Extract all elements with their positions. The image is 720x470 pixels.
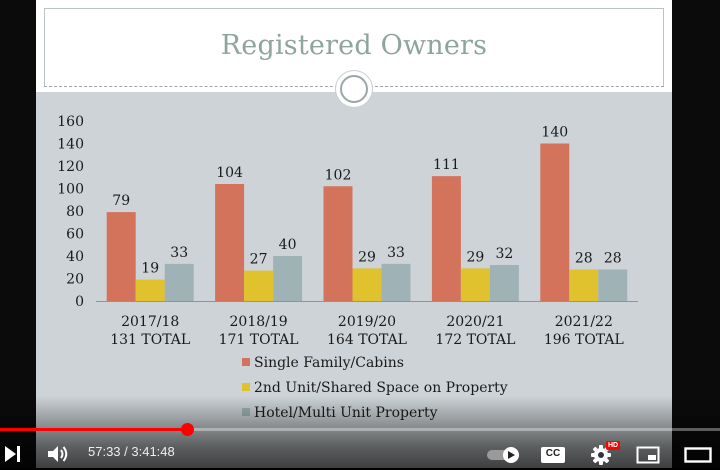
bar-value-label: 29	[466, 249, 484, 265]
autoplay-toggle-icon	[487, 447, 519, 463]
video-letterbox-right	[672, 0, 720, 468]
progress-scrubber-handle[interactable]	[180, 423, 194, 436]
bar	[244, 270, 274, 301]
y-tick-label: 60	[66, 227, 84, 243]
progress-played	[0, 428, 187, 431]
miniplayer-icon	[636, 446, 660, 464]
x-category-label: 172 TOTAL	[435, 332, 515, 348]
legend-swatch	[242, 383, 250, 391]
bar	[215, 184, 245, 301]
video-letterbox-left	[0, 0, 36, 468]
x-category-label: 164 TOTAL	[327, 332, 407, 348]
legend-label: 2nd Unit/Shared Space on Property	[254, 380, 508, 396]
bar-value-label: 79	[112, 193, 130, 209]
x-category-label: 171 TOTAL	[219, 332, 299, 348]
y-tick-label: 100	[57, 182, 84, 198]
bar	[273, 256, 303, 301]
bar-value-label: 33	[170, 245, 188, 261]
volume-icon	[48, 446, 68, 462]
settings-gear-icon	[591, 445, 611, 465]
settings-button[interactable]: HD	[589, 441, 621, 466]
ornament-ring	[340, 75, 368, 103]
y-tick-label: 160	[57, 114, 84, 130]
captions-icon	[541, 447, 565, 463]
header-circle-ornament	[336, 71, 372, 107]
bar-chart: 0 20 40 60 80 100 120 140 160 79 104 102 111 140 19 27 2…	[57, 114, 638, 421]
y-tick-label: 80	[66, 204, 84, 220]
y-tick-label: 0	[75, 294, 84, 310]
bar-value-label: 111	[433, 157, 460, 173]
legend-swatch	[242, 358, 250, 366]
next-icon	[5, 446, 20, 462]
bar	[164, 263, 194, 301]
captions-button[interactable]: CC	[540, 445, 566, 465]
theater-mode-button[interactable]	[684, 446, 712, 464]
bar-value-label: 19	[141, 261, 159, 277]
bar	[135, 279, 165, 301]
y-tick-label: 140	[57, 137, 84, 153]
volume-button[interactable]	[46, 444, 70, 464]
x-category-label: 2018/19	[230, 314, 288, 330]
x-category-label: 2019/20	[338, 314, 396, 330]
bar-value-label: 104	[216, 165, 243, 181]
bar	[598, 269, 628, 301]
bar-value-label: 102	[325, 167, 352, 183]
miniplayer-button[interactable]	[636, 446, 660, 464]
bar	[431, 176, 461, 301]
progress-bar[interactable]	[0, 423, 720, 436]
bar-value-label: 29	[358, 249, 376, 265]
slide-header: Registered Owners	[36, 0, 672, 92]
header-frame	[44, 8, 664, 86]
bar	[381, 263, 411, 301]
x-category-label: 2020/21	[446, 314, 504, 330]
legend-label: Single Family/Cabins	[254, 355, 404, 371]
y-tick-label: 120	[57, 159, 84, 175]
x-category-label: 2021/22	[555, 314, 613, 330]
slide-title: Registered Owners	[220, 30, 488, 61]
bar-value-label: 40	[279, 237, 297, 253]
next-button[interactable]	[2, 444, 24, 464]
bar	[323, 186, 353, 301]
bar-value-label: 32	[495, 246, 513, 262]
presentation-slide: Registered Owners 0 20 40 60 80 100 120 140 160 7…	[36, 0, 672, 468]
x-category-label: 2017/18	[121, 314, 179, 330]
bar-value-label: 33	[387, 245, 405, 261]
theater-mode-icon	[684, 447, 712, 463]
bar-value-label: 140	[541, 125, 568, 141]
bar	[460, 268, 490, 301]
bar-value-label: 28	[575, 251, 593, 267]
y-tick-label: 20	[66, 272, 84, 288]
time-display: 57:33 / 3:41:48	[88, 444, 175, 459]
x-category-label: 196 TOTAL	[544, 332, 624, 348]
bar	[352, 268, 382, 301]
x-category-label: 131 TOTAL	[110, 332, 190, 348]
autoplay-toggle[interactable]	[486, 446, 522, 464]
bar-value-label: 27	[250, 252, 268, 268]
bar	[106, 212, 136, 301]
bar	[540, 143, 570, 301]
hd-badge: HD	[606, 441, 621, 450]
captions-label: CC	[545, 448, 561, 459]
y-tick-label: 40	[66, 249, 84, 265]
bar-value-label: 28	[604, 251, 622, 267]
bar	[569, 269, 599, 301]
bar	[489, 265, 519, 301]
